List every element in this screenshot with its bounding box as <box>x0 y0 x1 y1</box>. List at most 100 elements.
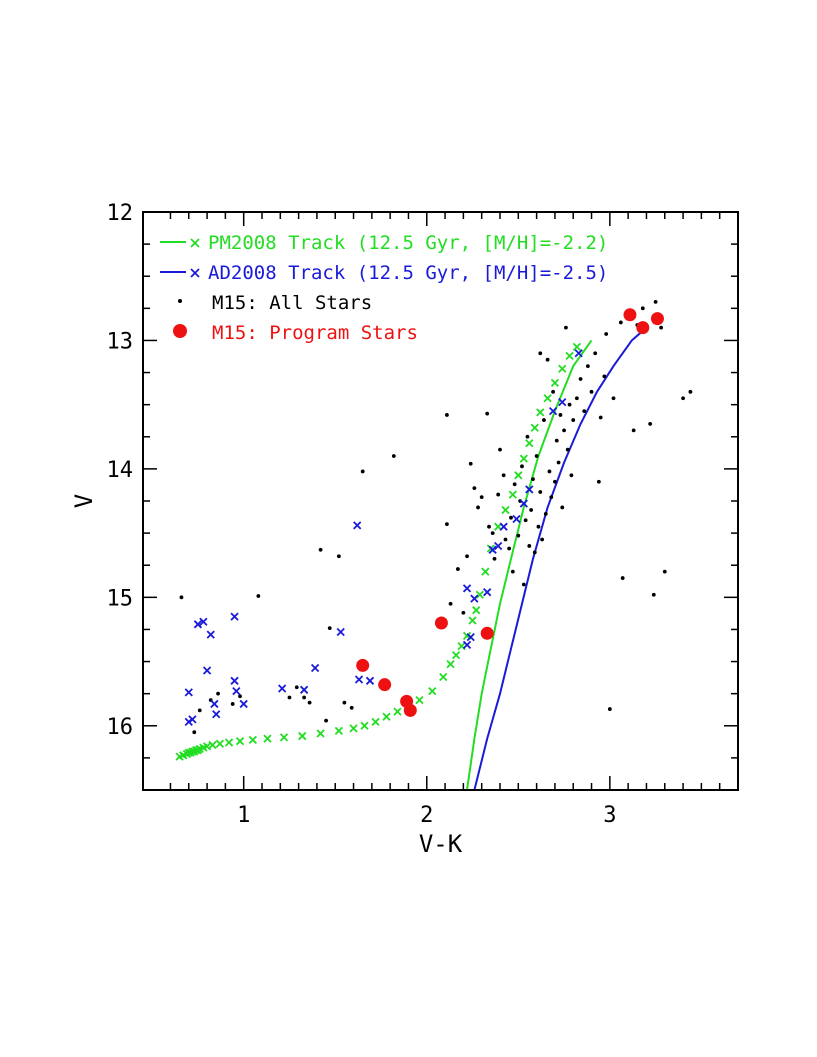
all-star-point <box>662 569 667 574</box>
cross-stroke <box>519 499 528 508</box>
cross-stroke <box>235 737 245 746</box>
track-cross-point <box>298 731 307 741</box>
track-cross-point <box>193 620 203 629</box>
cross-stroke <box>248 735 257 745</box>
program-star-point <box>378 678 392 692</box>
cross-stroke <box>206 630 215 639</box>
track-cross-point <box>230 676 239 685</box>
legend-item: M15: All Stars <box>178 292 372 314</box>
cross-stroke <box>472 606 481 615</box>
all-star-point <box>688 389 693 394</box>
all-star-point <box>476 505 480 510</box>
all-star-point <box>549 495 554 500</box>
all-star-point <box>523 518 528 523</box>
track-cross-point <box>299 685 309 694</box>
track-cross-point <box>543 394 552 403</box>
y-tick-label: 15 <box>107 586 134 611</box>
all-star-point <box>485 411 490 416</box>
all-star-point <box>611 396 616 401</box>
data-layer <box>175 300 693 790</box>
all-star-point <box>448 601 453 606</box>
all-star-point <box>653 300 658 304</box>
x-tick-label: 2 <box>420 803 433 828</box>
all-star-point <box>532 550 537 555</box>
all-star-point <box>192 730 197 735</box>
all-star-point <box>558 413 563 417</box>
track-cross-point <box>353 521 362 530</box>
all-star-point <box>562 428 566 433</box>
track-cross-point <box>334 726 344 736</box>
all-star-point <box>342 700 347 705</box>
track-cross-point <box>572 342 582 352</box>
all-star-point <box>602 374 607 379</box>
track-cross-point <box>279 733 289 742</box>
all-star-point <box>349 705 354 710</box>
all-star-point <box>565 447 570 452</box>
legend-bigdot-marker <box>173 324 187 338</box>
cross-stroke <box>279 733 289 742</box>
cross-stroke <box>470 594 479 603</box>
cross-stroke <box>202 666 212 675</box>
cross-stroke <box>499 522 508 531</box>
all-star-point <box>604 332 609 336</box>
track-cross-point <box>310 663 320 673</box>
y-tick-label: 16 <box>107 715 134 740</box>
cross-stroke <box>208 740 217 750</box>
all-star-point <box>490 531 495 536</box>
track-cross-point <box>235 737 245 746</box>
all-star-point <box>545 357 550 362</box>
track-cross-point <box>212 710 221 719</box>
cross-stroke <box>548 406 558 416</box>
all-star-point <box>327 626 332 631</box>
all-star-point <box>468 461 473 466</box>
all-star-point <box>551 389 555 394</box>
track-cross-point <box>354 675 364 684</box>
cross-stroke <box>354 675 364 684</box>
all-star-point <box>547 469 552 474</box>
cross-stroke <box>457 642 466 651</box>
program-star-point <box>480 626 494 640</box>
all-star-point <box>531 477 535 482</box>
track-cross-point <box>470 594 479 603</box>
all-star-point <box>681 396 685 401</box>
all-star-point <box>651 592 656 597</box>
track-cross-point <box>525 439 534 448</box>
program-star-point <box>623 308 637 322</box>
cross-stroke <box>230 612 239 621</box>
all-star-point <box>640 306 645 311</box>
y-tick-label: 14 <box>107 458 134 483</box>
track-cross-point <box>481 567 490 576</box>
legend-dot-marker <box>178 299 182 303</box>
track-cross-point <box>499 522 508 531</box>
all-star-point <box>567 402 572 407</box>
all-star-point <box>542 418 546 422</box>
cross-stroke <box>232 686 241 696</box>
track-cross-point <box>208 740 217 750</box>
track-cross-point <box>415 695 424 705</box>
track-cross-point <box>558 364 567 373</box>
track-cross-point <box>188 715 197 724</box>
y-axis-label: V <box>70 494 98 508</box>
x-tick-label: 1 <box>237 803 250 828</box>
cross-stroke <box>299 685 309 694</box>
all-star-point <box>294 685 299 690</box>
cross-stroke <box>184 688 193 697</box>
cross-stroke <box>488 545 497 554</box>
all-star-point <box>324 718 328 723</box>
program-star-point <box>403 703 417 717</box>
cross-stroke <box>298 731 307 741</box>
all-star-point <box>487 524 491 529</box>
all-star-point <box>618 320 623 325</box>
cross-stroke <box>278 684 287 693</box>
track-cross-point <box>558 397 567 407</box>
cross-stroke <box>501 505 510 515</box>
x-tick-label: 3 <box>603 803 616 828</box>
all-star-point <box>391 454 396 458</box>
cross-stroke <box>224 738 234 747</box>
cross-stroke <box>572 342 582 352</box>
all-star-point <box>461 610 466 615</box>
track-cross-point <box>451 650 461 660</box>
track-cross-point <box>530 423 539 432</box>
track-cross-point <box>232 686 241 696</box>
cross-stroke <box>494 541 503 551</box>
